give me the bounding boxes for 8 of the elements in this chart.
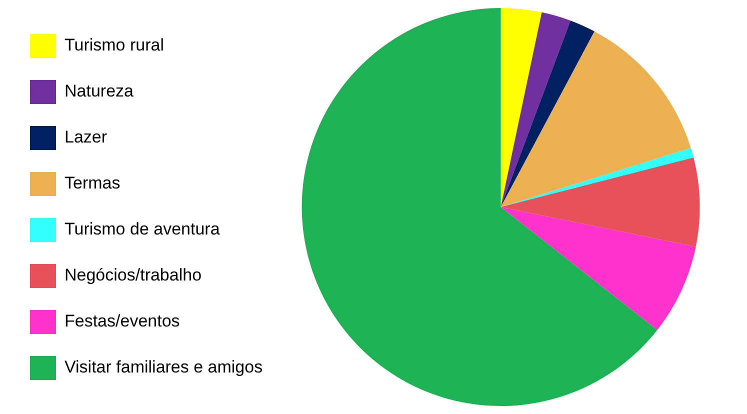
legend-label: Festas/eventos [64, 312, 180, 331]
legend-label: Turismo rural [64, 36, 164, 55]
legend-label: Termas [64, 174, 120, 193]
legend-label: Turismo de aventura [64, 220, 220, 239]
legend-label: Natureza [64, 82, 134, 101]
legend-label: Lazer [64, 128, 108, 147]
legend-label: Visitar familiares e amigos [64, 358, 263, 377]
legend-label: Negócios/trabalho [64, 266, 202, 285]
